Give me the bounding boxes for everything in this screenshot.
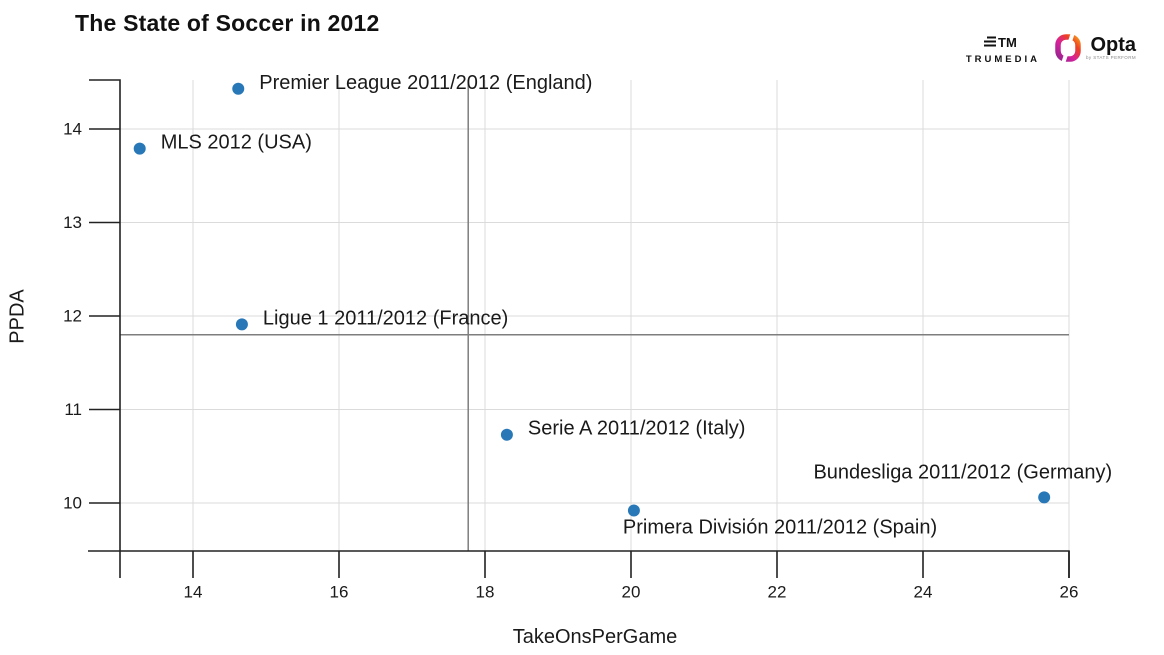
x-tick-label: 14: [184, 583, 203, 602]
logo-bar: TM TRUMEDIA Opta by STATS PERFORM: [966, 34, 1136, 65]
opta-ring-icon: [1055, 34, 1081, 62]
point-annotation: Serie A 2011/2012 (Italy): [528, 418, 746, 440]
opta-logo: Opta by STATS PERFORM: [1054, 34, 1136, 62]
page-title: The State of Soccer in 2012: [75, 10, 380, 36]
trumedia-mark-icon: TM: [983, 35, 1017, 50]
x-tick-label: 24: [914, 583, 933, 602]
y-axis-line: [89, 79, 121, 578]
x-tick-label: 18: [476, 583, 495, 602]
point-annotation: Primera División 2011/2012 (Spain): [623, 516, 937, 538]
data-point[interactable]: [500, 428, 513, 441]
data-point[interactable]: [235, 318, 248, 331]
data-point[interactable]: [627, 504, 640, 517]
x-tick-label: 26: [1060, 583, 1079, 602]
x-axis-line: [88, 550, 1070, 578]
y-axis-label: PPDA: [6, 289, 29, 344]
y-tick-label: 14: [63, 120, 82, 139]
data-point[interactable]: [232, 82, 245, 95]
x-tick-label: 22: [768, 583, 787, 602]
point-annotation: Bundesliga 2011/2012 (Germany): [813, 461, 1112, 483]
data-point[interactable]: [1038, 491, 1051, 504]
y-tick-label: 12: [63, 307, 82, 326]
trumedia-logo: TM TRUMEDIA: [966, 34, 1040, 65]
point-annotation: MLS 2012 (USA): [161, 132, 312, 154]
data-point[interactable]: [133, 142, 146, 155]
y-tick-label: 13: [63, 213, 82, 232]
x-axis-label: TakeOnsPerGame: [512, 626, 678, 648]
x-tick-label: 20: [622, 583, 641, 602]
point-annotation: Ligue 1 2011/2012 (France): [263, 307, 508, 329]
opta-subtext: by STATS PERFORM: [1086, 55, 1136, 61]
x-tick-label: 16: [330, 583, 349, 602]
trumedia-wordmark: TRUMEDIA: [965, 54, 1040, 65]
y-tick-label: 11: [64, 400, 82, 419]
opta-wordmark: Opta: [1090, 34, 1136, 57]
y-tick-label: 10: [63, 494, 82, 513]
svg-text:TM: TM: [998, 35, 1017, 50]
point-annotation: Premier League 2011/2012 (England): [259, 72, 592, 94]
